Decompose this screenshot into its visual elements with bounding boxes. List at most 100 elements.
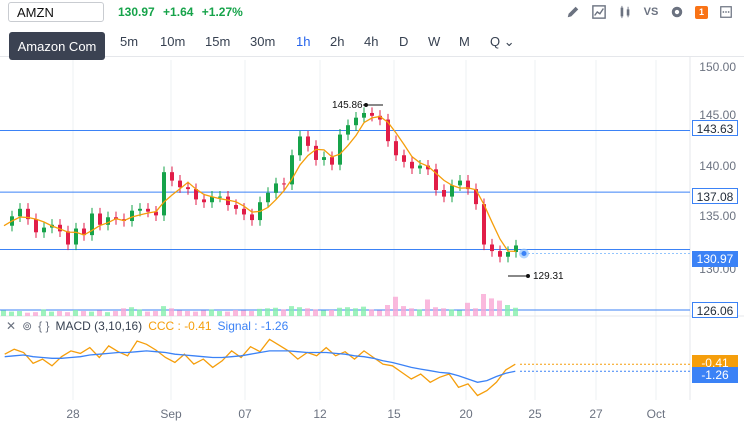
candle-body	[450, 185, 454, 197]
candle-body	[466, 180, 470, 190]
low-annotation: 129.31	[533, 271, 564, 282]
volume-bar	[1, 310, 6, 316]
candle-body	[210, 196, 214, 203]
price-tag: 143.63	[692, 120, 738, 136]
volume-bar	[385, 305, 390, 316]
close-icon[interactable]: ✕	[6, 319, 17, 333]
x-tick-label: 25	[528, 407, 542, 421]
macd-header: ✕ ⊚ { } MACD (3,10,16) CCC : -0.41 Signa…	[6, 319, 288, 333]
x-tick-label: 15	[387, 407, 401, 421]
volume-bar	[281, 309, 286, 316]
interval-30m[interactable]: 30m	[250, 34, 276, 49]
volume-bar	[217, 311, 222, 316]
interval-5m[interactable]: 5m	[120, 34, 139, 49]
candle-body	[170, 172, 174, 181]
volume-bar	[305, 308, 310, 316]
x-tick-label: 27	[589, 407, 603, 421]
candle-body	[386, 119, 390, 142]
interval-1h[interactable]: 1h	[296, 34, 311, 49]
volume-bar	[121, 308, 126, 316]
x-tick-label: 12	[313, 407, 327, 421]
x-tick-label: Sep	[160, 407, 182, 421]
symbol-search-input[interactable]	[8, 2, 104, 22]
interval-q[interactable]: Q ⌄	[490, 34, 515, 50]
volume-bar	[169, 308, 174, 316]
gear-icon[interactable]	[669, 4, 685, 20]
candle-body	[306, 136, 310, 146]
ccc-value: CCC : -0.41	[148, 319, 212, 333]
candle-body	[514, 245, 518, 253]
candle-body	[346, 125, 350, 135]
volume-bar	[409, 308, 414, 316]
badge-icon[interactable]: 1	[695, 5, 708, 19]
candle-body	[330, 157, 334, 165]
candle-body	[242, 208, 246, 215]
macd-label: MACD (3,10,16)	[55, 319, 143, 333]
candle-body	[338, 134, 342, 165]
volume-bar	[9, 311, 14, 316]
volume-bar	[41, 309, 46, 316]
candle-body	[66, 231, 70, 245]
candle-body	[418, 165, 422, 169]
volume-bar	[457, 310, 462, 316]
candles-icon[interactable]	[617, 4, 633, 20]
price-tag: 126.06	[692, 302, 738, 318]
volume-bar	[497, 300, 502, 316]
volume-bar	[441, 308, 446, 316]
interval-q-label: Q	[490, 34, 501, 49]
volume-bar	[505, 305, 510, 316]
x-tick-label: 28	[66, 407, 80, 421]
candle-body	[26, 208, 30, 220]
signal-line	[4, 350, 516, 383]
signal-value: Signal : -1.26	[217, 319, 289, 333]
volume-bar	[49, 311, 54, 316]
interval-m[interactable]: M	[459, 34, 470, 49]
volume-bar	[425, 299, 430, 316]
candle-body	[378, 115, 382, 120]
last-price: 130.97	[118, 5, 155, 19]
candle-body	[146, 208, 150, 212]
more-icon[interactable]	[718, 4, 734, 20]
candle-body	[58, 224, 62, 232]
low-marker-dot	[526, 274, 530, 278]
volume-bar	[161, 306, 166, 316]
pencil-icon[interactable]	[565, 4, 581, 20]
interval-d[interactable]: D	[399, 34, 409, 49]
vs-icon[interactable]: VS	[643, 6, 659, 18]
volume-bar	[465, 302, 470, 316]
candle-body	[42, 227, 46, 233]
volume-bar	[393, 296, 398, 316]
volume-bar	[249, 311, 254, 316]
current-price-dot	[521, 250, 527, 256]
interval-w[interactable]: W	[428, 34, 441, 49]
volume-bar	[513, 307, 518, 316]
candle-body	[298, 136, 302, 156]
volume-bar	[257, 308, 262, 316]
volume-bar	[193, 311, 198, 316]
candle-body	[162, 172, 166, 216]
candle-body	[98, 213, 102, 225]
candle-body	[218, 196, 222, 198]
current-price-tag: 130.97	[692, 251, 738, 267]
y-tick-label: 150.00	[699, 60, 736, 74]
volume-bar	[209, 309, 214, 316]
y-tick-label: 140.00	[699, 159, 736, 173]
candle-body	[506, 252, 510, 257]
volume-bar	[313, 309, 318, 316]
interval-2h[interactable]: 2h	[330, 34, 345, 49]
settings-icon[interactable]: ⊚	[22, 319, 33, 333]
code-icon[interactable]: { }	[38, 319, 50, 333]
y-tick-label: 135.00	[699, 209, 736, 223]
chart-area-icon[interactable]	[591, 4, 607, 20]
interval-10m[interactable]: 10m	[160, 34, 186, 49]
volume-bar	[81, 311, 86, 316]
candle-body	[442, 190, 446, 197]
interval-4h[interactable]: 4h	[364, 34, 379, 49]
candle-body	[154, 211, 158, 216]
interval-15m[interactable]: 15m	[205, 34, 231, 49]
candle-body	[410, 161, 414, 169]
candle-body	[90, 213, 94, 236]
volume-bar	[17, 311, 22, 316]
price-tag: 137.08	[692, 188, 738, 204]
